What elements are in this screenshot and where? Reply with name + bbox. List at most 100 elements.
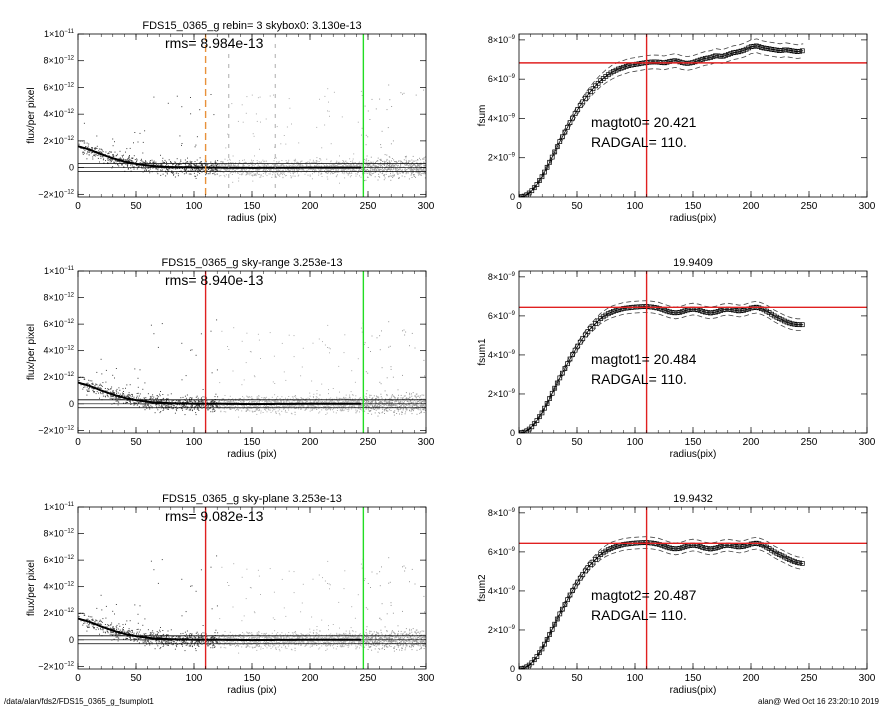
scatter-point bbox=[309, 159, 311, 161]
scatter-point bbox=[167, 169, 169, 171]
scatter-point bbox=[110, 391, 112, 393]
scatter-point bbox=[396, 161, 398, 163]
scatter-point bbox=[253, 401, 255, 403]
scatter-point bbox=[334, 401, 335, 403]
curve-point bbox=[718, 53, 723, 59]
scatter-point bbox=[237, 408, 239, 410]
scatter-point bbox=[296, 172, 298, 174]
scatter-point bbox=[144, 168, 146, 170]
scatter-point bbox=[366, 164, 368, 166]
scatter-point bbox=[341, 409, 343, 411]
scatter-point bbox=[163, 407, 165, 409]
scatter-point bbox=[410, 171, 412, 173]
scatter-point bbox=[294, 175, 296, 177]
scatter-point bbox=[296, 162, 298, 163]
scatter-point bbox=[370, 161, 372, 163]
scatter-point bbox=[382, 172, 384, 174]
scatter-point bbox=[392, 177, 394, 178]
scatter-point bbox=[416, 170, 418, 172]
scatter-point bbox=[364, 167, 366, 169]
scatter-point bbox=[402, 162, 403, 163]
scatter-point bbox=[245, 405, 247, 407]
scatter-point bbox=[268, 402, 269, 404]
scatter-point bbox=[260, 358, 261, 359]
curve-point bbox=[794, 49, 800, 54]
scatter-point bbox=[313, 401, 315, 403]
scatter-point bbox=[326, 173, 328, 174]
scatter-point bbox=[282, 163, 284, 165]
scatter-point bbox=[161, 164, 163, 165]
y-tick-exponent: −9 bbox=[508, 35, 516, 41]
scatter-point bbox=[355, 173, 357, 175]
scatter-point bbox=[351, 168, 353, 170]
scatter-point bbox=[189, 164, 191, 166]
scatter-point bbox=[349, 405, 351, 407]
scatter-point bbox=[361, 168, 363, 170]
scatter-point bbox=[418, 173, 420, 174]
scatter-point bbox=[242, 159, 244, 161]
scatter-point bbox=[422, 401, 424, 402]
scatter-point bbox=[414, 404, 415, 406]
scatter-point bbox=[390, 398, 392, 400]
scatter-point bbox=[174, 176, 176, 178]
scatter-point bbox=[318, 400, 320, 402]
scatter-point bbox=[316, 401, 317, 403]
scatter-point bbox=[414, 164, 416, 166]
scatter-point bbox=[290, 172, 292, 174]
scatter-point bbox=[400, 92, 402, 94]
scatter-point bbox=[397, 397, 399, 399]
scatter-point bbox=[424, 166, 426, 168]
scatter-point bbox=[134, 132, 136, 133]
scatter-point bbox=[249, 407, 251, 409]
scatter-point bbox=[358, 404, 360, 406]
scatter-point bbox=[296, 169, 298, 171]
scatter-point bbox=[165, 404, 167, 406]
scatter-point bbox=[228, 165, 230, 167]
scatter-point bbox=[92, 156, 94, 158]
scatter-point bbox=[304, 173, 306, 175]
scatter-point bbox=[311, 178, 313, 180]
scatter-point bbox=[341, 169, 343, 170]
scatter-point bbox=[317, 405, 319, 407]
scatter-point bbox=[313, 405, 315, 407]
scatter-point bbox=[361, 95, 363, 96]
scatter-point bbox=[377, 405, 379, 407]
scatter-point bbox=[329, 115, 330, 117]
scatter-point bbox=[325, 408, 327, 409]
scatter-point bbox=[177, 167, 179, 169]
scatter-point bbox=[107, 153, 109, 155]
scatter-point bbox=[349, 164, 351, 166]
scatter-point bbox=[89, 384, 91, 385]
scatter-point bbox=[310, 408, 312, 410]
scatter-point bbox=[423, 398, 425, 400]
scatter-point bbox=[239, 160, 240, 162]
scatter-point bbox=[361, 166, 363, 168]
scatter-point bbox=[330, 170, 332, 172]
scatter-point bbox=[375, 108, 377, 110]
x-axis-label: radius (pix) bbox=[227, 213, 276, 224]
scatter-point bbox=[346, 165, 348, 167]
scatter-point bbox=[333, 165, 335, 167]
scatter-point bbox=[420, 410, 422, 412]
scatter-point bbox=[371, 162, 373, 164]
scatter-point bbox=[200, 398, 202, 400]
scatter-point bbox=[413, 401, 415, 403]
scatter-point bbox=[140, 402, 142, 404]
scatter-point bbox=[333, 173, 335, 174]
scatter-point bbox=[221, 168, 223, 170]
scatter-point bbox=[127, 394, 129, 396]
y-tick-exponent: −9 bbox=[508, 153, 516, 159]
scatter-point bbox=[208, 405, 209, 407]
scatter-point bbox=[252, 161, 254, 163]
scatter-point bbox=[246, 399, 248, 401]
scatter-point bbox=[348, 164, 350, 166]
scatter-point bbox=[414, 169, 416, 171]
scatter-point bbox=[276, 412, 277, 414]
scatter-point bbox=[338, 161, 339, 163]
scatter-point bbox=[255, 113, 257, 115]
scatter-point bbox=[230, 162, 232, 163]
scatter-point bbox=[96, 135, 98, 137]
scatter-point bbox=[386, 377, 388, 379]
scatter-point bbox=[400, 164, 402, 165]
scatter-point bbox=[302, 165, 304, 166]
